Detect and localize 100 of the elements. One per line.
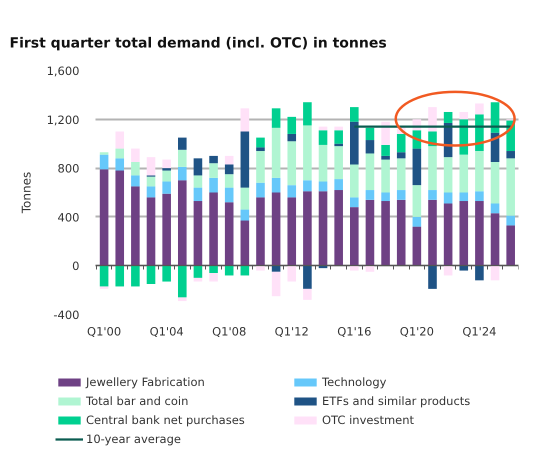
bar	[162, 170, 171, 182]
bar	[100, 152, 108, 155]
bar	[350, 207, 359, 266]
bar	[396, 152, 406, 158]
bar	[303, 288, 312, 300]
bar	[209, 178, 218, 192]
bar	[490, 102, 500, 133]
bar	[318, 126, 328, 130]
legend-label: 10-year average	[86, 432, 182, 446]
bar	[131, 266, 140, 286]
bar	[366, 266, 374, 272]
bar	[115, 132, 124, 149]
bar	[224, 188, 234, 202]
bar	[162, 266, 171, 282]
bar	[303, 191, 312, 266]
legend-label: Jewellery Fabrication	[86, 375, 206, 389]
bar	[240, 220, 250, 266]
bar	[490, 162, 500, 204]
bar	[412, 226, 422, 266]
bar	[100, 266, 108, 286]
bar	[412, 148, 422, 186]
bar	[100, 286, 108, 289]
bar	[350, 164, 359, 198]
bar	[381, 201, 390, 266]
bar	[350, 266, 359, 271]
bar	[475, 266, 484, 280]
bar	[444, 157, 452, 192]
bar	[287, 116, 296, 134]
bar	[162, 168, 171, 171]
bar	[396, 134, 406, 152]
bar	[412, 216, 422, 227]
legend-label: Central bank net purchases	[86, 413, 246, 427]
bar	[194, 175, 202, 188]
bar	[272, 178, 280, 192]
bar	[224, 174, 234, 188]
bar	[194, 278, 202, 282]
bar	[506, 216, 515, 226]
bar	[428, 146, 437, 190]
bar	[303, 125, 312, 180]
bar	[334, 146, 343, 180]
bar	[256, 151, 265, 183]
y-tick-label: 400	[58, 210, 80, 224]
bar	[178, 297, 187, 302]
bar	[318, 130, 328, 145]
bar	[146, 197, 156, 266]
x-tick-label: Q1'04	[150, 324, 184, 338]
bar	[334, 190, 343, 266]
bar	[506, 158, 515, 216]
bar	[475, 191, 484, 202]
bar	[459, 112, 468, 120]
bar	[272, 266, 280, 272]
bar	[272, 108, 280, 128]
bar	[350, 122, 359, 164]
bar	[224, 164, 234, 174]
legend-label: Technology	[322, 375, 388, 389]
bar	[506, 225, 515, 266]
bar	[334, 126, 343, 130]
bar	[444, 266, 452, 276]
x-tick-label: Q1'20	[400, 324, 434, 338]
bar	[396, 158, 406, 190]
bar	[318, 144, 328, 182]
bar	[240, 210, 250, 221]
bar	[381, 144, 390, 156]
bar	[178, 266, 187, 298]
bar	[396, 190, 406, 200]
bar	[272, 192, 280, 266]
bar	[224, 202, 234, 266]
bar	[178, 150, 187, 167]
bar	[334, 144, 343, 146]
bar	[256, 197, 265, 266]
bar	[303, 102, 312, 126]
bar	[209, 273, 218, 282]
bar	[428, 190, 437, 200]
bar	[381, 122, 390, 145]
bar	[490, 213, 500, 266]
chart-title: First quarter total demand (incl. OTC) in tonnes	[10, 36, 387, 52]
bar	[459, 154, 468, 192]
bar	[224, 156, 234, 164]
bar	[194, 201, 202, 266]
bar	[115, 158, 124, 171]
bar	[350, 197, 359, 208]
x-tick-label: Q1'08	[212, 324, 246, 338]
bar	[334, 130, 343, 144]
bar	[115, 170, 124, 266]
bar	[366, 190, 374, 200]
bar	[272, 128, 280, 178]
bar	[490, 266, 500, 280]
bar	[381, 156, 390, 160]
bar	[194, 266, 202, 278]
bar	[240, 266, 250, 276]
bar	[224, 266, 234, 276]
bar	[131, 175, 140, 186]
bar	[209, 266, 218, 274]
bar	[162, 160, 171, 168]
y-tick-label: 800	[58, 162, 80, 176]
legend-label: Total bar and coin	[86, 394, 190, 408]
bar	[444, 112, 452, 123]
bar	[178, 138, 187, 150]
bar	[350, 107, 359, 122]
y-tick-label: 1,200	[46, 112, 80, 127]
